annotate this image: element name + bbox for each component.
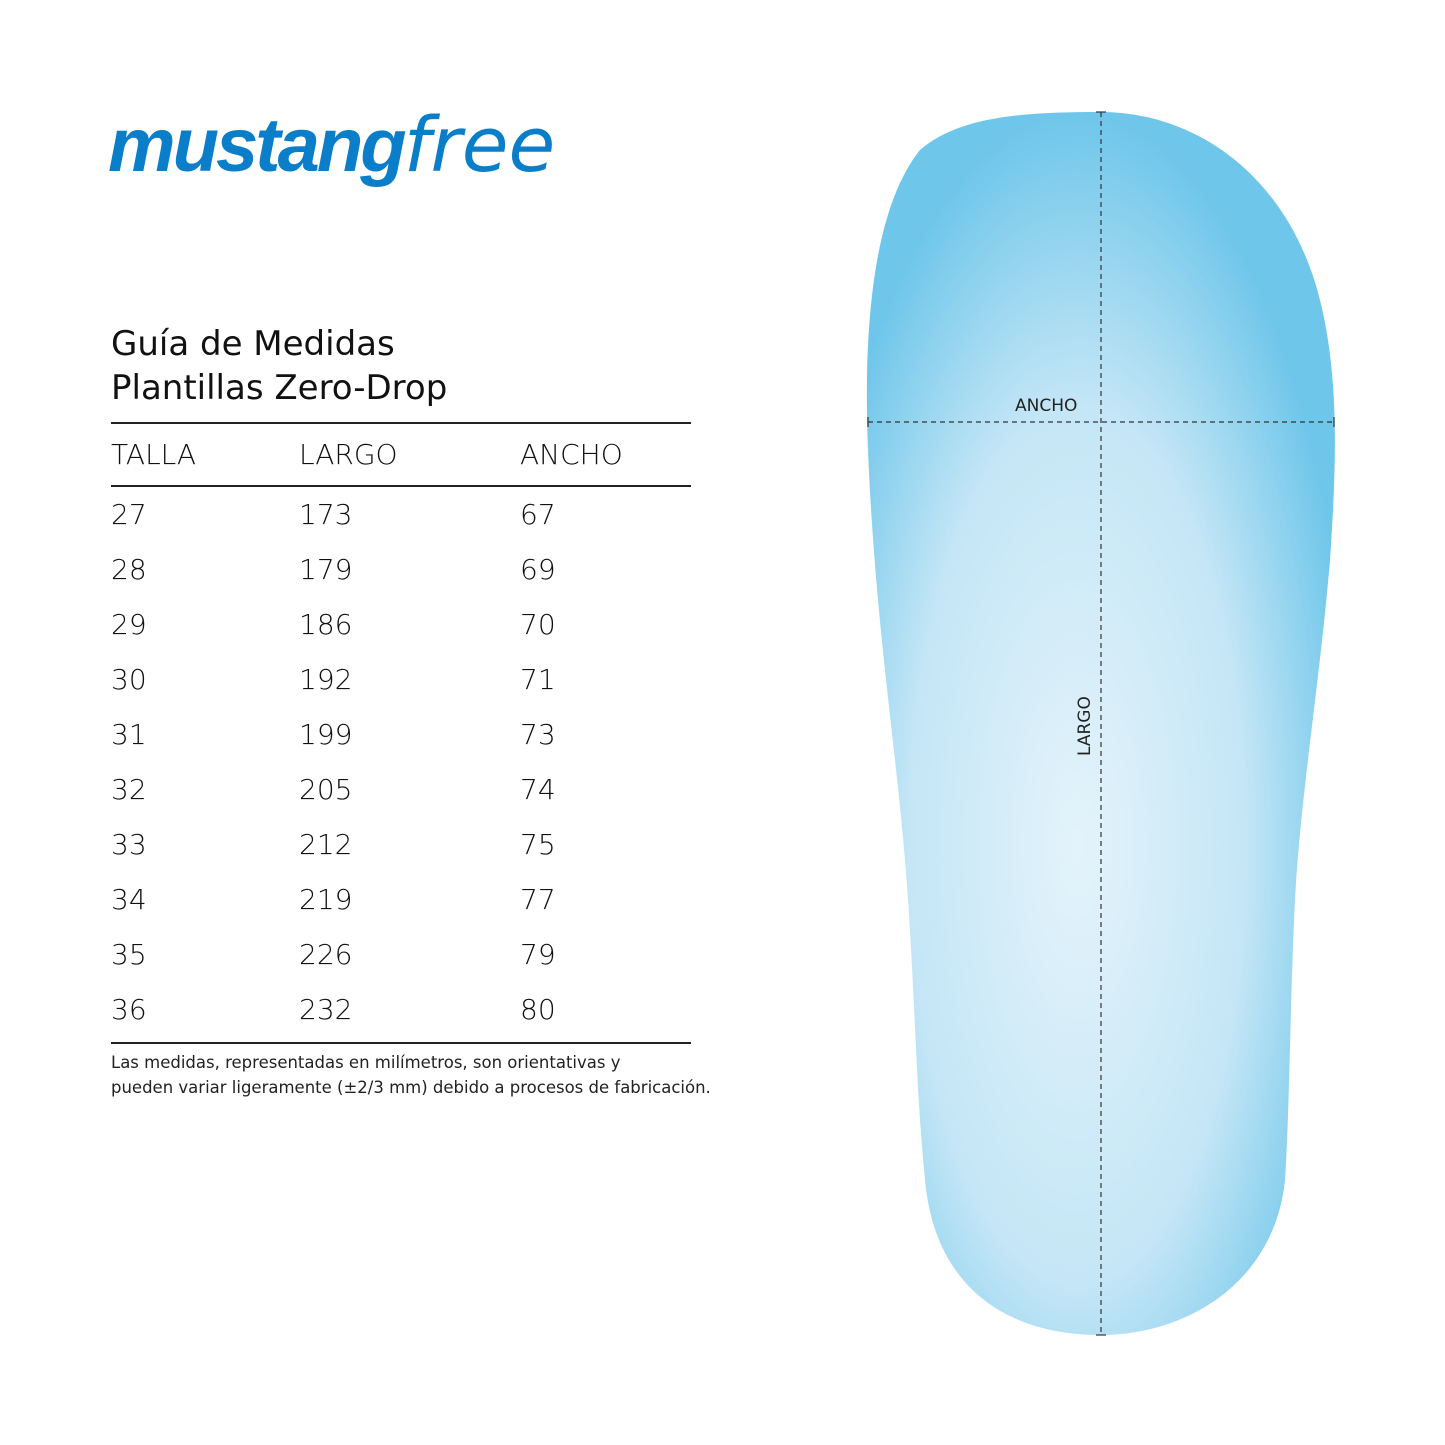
page-title: Guía de Medidas Plantillas Zero-Drop [111, 324, 448, 408]
insole-shape [866, 112, 1335, 1335]
cell-largo: 219 [299, 883, 353, 916]
cell-ancho: 79 [520, 938, 556, 971]
table-row: 28 179 69 [111, 550, 691, 590]
cell-talla: 36 [111, 993, 147, 1026]
cell-talla: 34 [111, 883, 147, 916]
cell-ancho: 67 [520, 498, 556, 531]
footnote: Las medidas, representadas en milímetros… [111, 1053, 711, 1097]
cell-largo: 212 [299, 828, 353, 861]
table-row: 30 192 71 [111, 660, 691, 700]
cell-talla: 35 [111, 938, 147, 971]
cell-talla: 29 [111, 608, 147, 641]
width-label: ANCHO [1015, 396, 1077, 416]
table-row: 35 226 79 [111, 935, 691, 975]
table-row: 29 186 70 [111, 605, 691, 645]
cell-ancho: 77 [520, 883, 556, 916]
cell-ancho: 80 [520, 993, 556, 1026]
table-row: 34 219 77 [111, 880, 691, 920]
cell-ancho: 69 [520, 553, 556, 586]
divider [111, 1042, 691, 1044]
cell-largo: 186 [299, 608, 353, 641]
cell-ancho: 73 [520, 718, 556, 751]
cell-largo: 232 [299, 993, 353, 1026]
brand-logo: mustangfree [108, 100, 556, 189]
table-row: 32 205 74 [111, 770, 691, 810]
cell-talla: 31 [111, 718, 147, 751]
cell-largo: 192 [299, 663, 353, 696]
cell-ancho: 71 [520, 663, 556, 696]
cell-largo: 205 [299, 773, 353, 806]
table-header: TALLA LARGO ANCHO [111, 438, 623, 471]
length-label: LARGO [1075, 696, 1095, 756]
cell-ancho: 70 [520, 608, 556, 641]
cell-ancho: 74 [520, 773, 556, 806]
cell-largo: 226 [299, 938, 353, 971]
cell-largo: 199 [299, 718, 353, 751]
divider [111, 422, 691, 424]
cell-talla: 33 [111, 828, 147, 861]
table-row: 27 173 67 [111, 495, 691, 535]
table-row: 33 212 75 [111, 825, 691, 865]
cell-talla: 30 [111, 663, 147, 696]
cell-largo: 173 [299, 498, 353, 531]
table-row: 36 232 80 [111, 990, 691, 1030]
cell-talla: 27 [111, 498, 147, 531]
cell-largo: 179 [299, 553, 353, 586]
cell-talla: 28 [111, 553, 147, 586]
cell-talla: 32 [111, 773, 147, 806]
divider [111, 485, 691, 487]
table-row: 31 199 73 [111, 715, 691, 755]
cell-ancho: 75 [520, 828, 556, 861]
